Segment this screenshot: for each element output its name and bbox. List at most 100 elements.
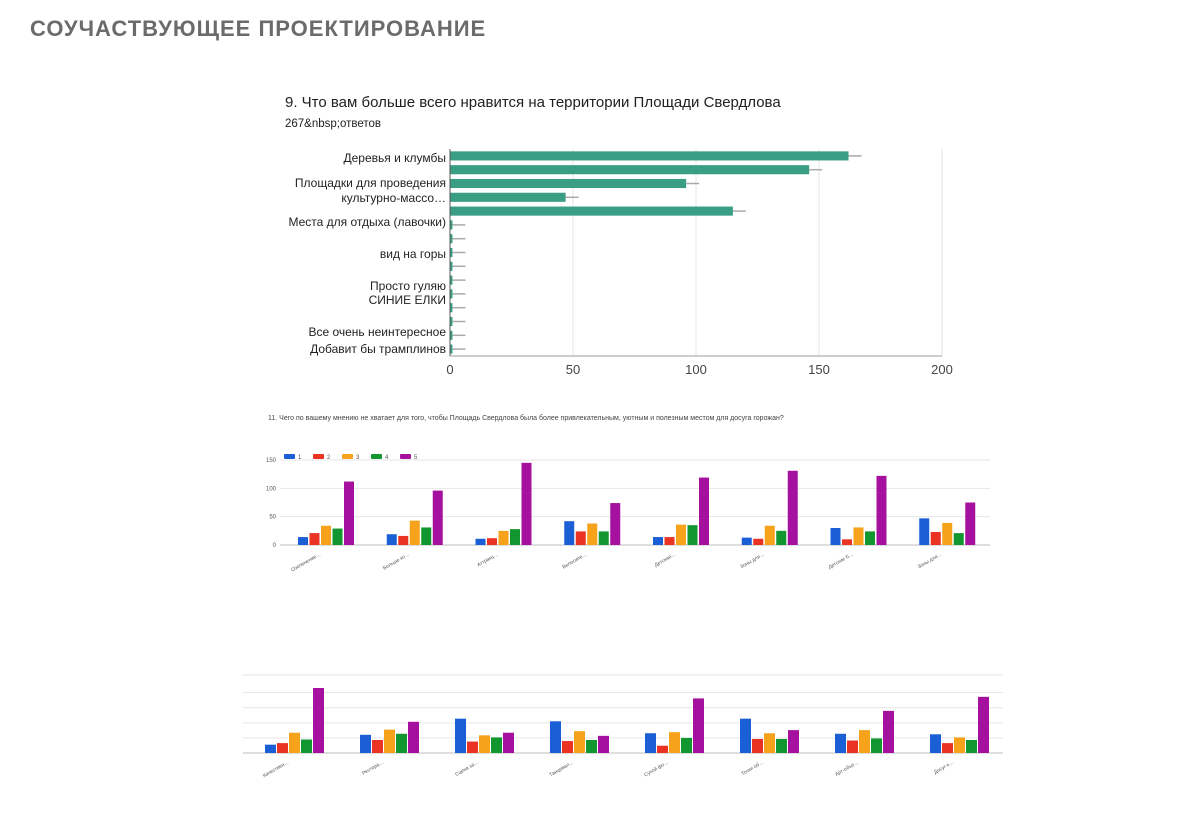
bar-3 (321, 525, 331, 545)
bar-5 (432, 490, 443, 545)
bar (450, 165, 810, 175)
legend-label: 2 (327, 455, 331, 461)
legend-swatch-1 (284, 454, 295, 459)
legend-label: 5 (414, 455, 418, 461)
legend-swatch-5 (400, 454, 411, 459)
category-label: вид на горы (380, 247, 446, 261)
bar (450, 192, 566, 202)
bar-2 (277, 743, 288, 753)
y-tick-label: 0 (273, 543, 277, 549)
bar-2 (753, 538, 764, 545)
bar-5 (978, 696, 989, 753)
bar-2 (657, 745, 668, 753)
bar-1 (550, 721, 561, 753)
bar (450, 303, 453, 313)
category-label: Просто гуляю (370, 279, 446, 293)
y-tick-label: 100 (266, 486, 277, 492)
bar-4 (776, 738, 787, 753)
legend-label: 1 (298, 455, 302, 461)
bar-4 (332, 528, 343, 545)
bar (450, 261, 453, 271)
bar-2 (398, 535, 409, 545)
bar-5 (965, 502, 976, 545)
bar-3 (479, 735, 490, 753)
bar-2 (575, 531, 586, 545)
bar-1 (919, 518, 930, 545)
y-tick-label: 50 (269, 515, 276, 521)
bar-2 (930, 531, 941, 545)
category-label: Все очень неинтересное (308, 325, 446, 339)
category-label: Сцена за… (454, 760, 480, 778)
category-label: Аттракц… (476, 552, 499, 569)
category-label: Места для отдыха (лавочки) (288, 215, 446, 229)
bar (450, 178, 687, 189)
bar-4 (586, 740, 597, 753)
bar (450, 234, 453, 244)
bar (450, 344, 453, 354)
bar (450, 330, 453, 340)
x-tick-label: 50 (566, 362, 580, 377)
legend-label: 4 (385, 455, 389, 461)
bar-3 (384, 729, 395, 753)
bar-3 (859, 730, 870, 753)
category-label: Сухой фо… (643, 759, 670, 779)
category-label: Качествен… (262, 760, 290, 780)
bar-4 (491, 737, 502, 753)
bar-4 (953, 533, 964, 545)
category-label: Точки об… (740, 760, 765, 778)
bar (450, 316, 453, 327)
bar (450, 275, 453, 285)
bar-2 (467, 741, 478, 753)
bar-3 (676, 524, 686, 545)
bar-5 (408, 721, 419, 753)
category-label: Рестора… (361, 760, 385, 777)
bar-3 (587, 523, 598, 545)
category-label: Досуг-к… (933, 760, 955, 776)
bar-5 (598, 735, 609, 753)
bar-1 (386, 534, 397, 545)
bar-1 (455, 718, 466, 753)
bar-5 (693, 698, 704, 753)
bar-1 (741, 537, 752, 545)
bar-5 (699, 477, 709, 545)
bar-1 (653, 537, 663, 545)
bar-2 (847, 740, 858, 753)
bar-5 (787, 470, 798, 545)
bar-5 (503, 732, 514, 753)
bar-1 (360, 734, 371, 753)
legend-swatch-3 (342, 454, 353, 459)
bar-3 (574, 731, 585, 753)
category-label: Детская… (654, 552, 677, 569)
q11-title: 11. Чего по вашему мнению не хватает для… (268, 415, 784, 422)
bar-3 (669, 732, 680, 753)
bar-3 (942, 522, 953, 545)
category-label: Зоны для… (917, 552, 943, 571)
x-tick-label: 0 (446, 362, 453, 377)
category-label: Детские б… (827, 552, 854, 571)
bar-3 (409, 520, 420, 545)
bar-4 (865, 531, 875, 545)
category-label: Площадки для проведения (295, 176, 446, 190)
category-label: Добавит бы трамплинов (310, 342, 446, 356)
bar-2 (372, 740, 383, 753)
bar-2 (842, 539, 852, 545)
q9-title: 9. Что вам больше всего нравится на терр… (285, 94, 781, 111)
bar-1 (265, 744, 276, 753)
category-label: Деревья и клумбы (343, 151, 446, 165)
bar-4 (396, 733, 407, 753)
bar-5 (313, 688, 324, 753)
bar-3 (289, 732, 300, 753)
bar-1 (564, 521, 575, 545)
bar-4 (598, 531, 609, 545)
bar-2 (309, 533, 320, 545)
category-label: Больше ко… (382, 552, 411, 572)
bar (450, 247, 453, 258)
bar (450, 151, 849, 161)
bar-2 (664, 537, 675, 545)
legend-swatch-2 (313, 454, 324, 459)
bar-5 (344, 481, 354, 545)
bar-1 (298, 537, 308, 545)
category-label: Танцевал… (548, 760, 575, 779)
bar-4 (966, 740, 977, 753)
